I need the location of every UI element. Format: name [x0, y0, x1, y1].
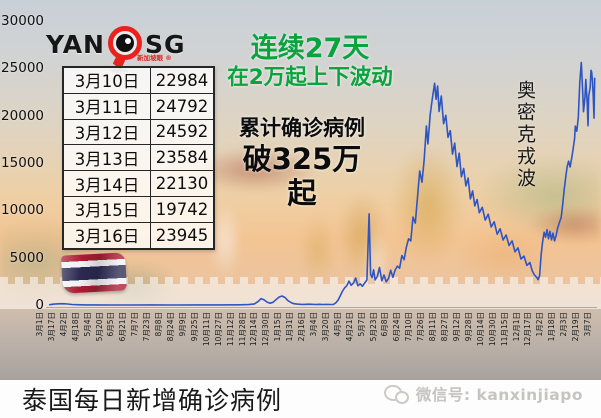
table-date-cell: 3月16日	[64, 222, 151, 248]
x-tick-label: 4月21日	[344, 312, 354, 342]
footer-bar: 泰国每日新增确诊病例 微信号: kanxinjiapo	[0, 380, 601, 418]
x-tick-label: 6月21日	[118, 312, 128, 342]
table-row: 3月14日 22130	[64, 170, 213, 196]
x-tick-label: 8月8日	[154, 312, 164, 337]
table-row: 3月12日 24592	[64, 118, 213, 145]
y-tick-label: 5000	[9, 249, 44, 266]
x-tick-label: 12月17日	[523, 312, 533, 347]
x-tick-label: 9月28日	[463, 312, 473, 342]
x-tick-label: 3月17日	[46, 312, 56, 342]
table-date-cell: 3月15日	[64, 196, 151, 222]
x-tick-label: 11月28日	[237, 312, 247, 347]
x-tick-label: 1月15日	[273, 312, 283, 342]
table-row: 3月13日 23584	[64, 144, 213, 171]
y-tick-label: 30000	[1, 13, 44, 29]
x-tick-label: 2月16日	[297, 312, 307, 342]
green-headline: 连续27天 在2万起上下波动	[212, 33, 408, 91]
x-tick-label: 8月11日	[428, 312, 438, 342]
headline-cumulative-value: 破325万起	[242, 142, 362, 210]
black-headline: 累计确诊病例 破325万起	[230, 114, 374, 210]
x-axis-line	[46, 307, 597, 308]
x-tick-label: 10月27日	[213, 312, 223, 347]
x-tick-label: 3月20日	[320, 312, 330, 342]
x-tick-label: 5月20日	[94, 312, 104, 342]
yan-sg-logo: YAN SG 新加坡眼 ®	[46, 24, 186, 73]
x-tick-label: 7月26日	[416, 312, 426, 342]
headline-streak: 连续27天	[250, 33, 370, 64]
table-value-cell: 22130	[155, 174, 209, 194]
eye-magnifier-icon	[106, 25, 144, 73]
table-date-cell: 3月14日	[64, 171, 151, 196]
x-tick-label: 12月1日	[511, 312, 521, 342]
table-row: 3月15日 19742	[64, 195, 213, 222]
table-value-cell: 23945	[155, 225, 209, 245]
x-tick-label: 9月12日	[451, 312, 461, 342]
y-tick-label: 0	[35, 297, 44, 313]
y-tick-label: 25000	[1, 60, 44, 77]
thailand-flag	[61, 252, 127, 294]
wechat-icon	[383, 384, 410, 404]
x-tick-label: 3月7日	[582, 312, 592, 337]
table-date-cell: 3月12日	[64, 119, 151, 145]
x-tick-label: 11月12日	[225, 312, 235, 347]
x-tick-label: 6月24日	[392, 312, 402, 342]
table-value-cell: 24592	[155, 122, 209, 142]
table-date-cell: 3月10日	[64, 68, 151, 93]
x-tick-label: 12月30日	[261, 312, 271, 347]
x-tick-label: 4月18日	[70, 312, 80, 342]
background-ground	[0, 309, 601, 380]
y-tick-label: 10000	[1, 202, 44, 219]
x-tick-label: 11月15日	[499, 312, 509, 347]
x-tick-label: 5月4日	[82, 312, 92, 337]
x-tick-label: 4月2日	[58, 312, 68, 337]
x-tick-label: 2月19日	[571, 312, 581, 342]
x-tick-label: 5月23日	[368, 312, 378, 342]
y-tick-label: 15000	[1, 155, 44, 171]
headline-fluctuation: 在2万起上下波动	[227, 65, 393, 90]
x-tick-label: 10月11日	[201, 312, 211, 347]
x-tick-label: 7月10日	[404, 312, 414, 342]
x-tick-label: 8月24日	[166, 312, 176, 342]
omicron-wave-label: 奥密克戎波	[514, 80, 536, 190]
x-tick-label: 10月30日	[487, 312, 497, 347]
x-tick-label: 1月18日	[547, 312, 557, 342]
table-value-cell: 22984	[155, 70, 209, 90]
daily-cases-table: 3月10日 22984 3月11日 24792 3月12日 24592 3月13日 23584…	[62, 66, 215, 250]
table-value-cell: 19742	[155, 199, 209, 219]
x-tick-label: 3月1日	[35, 312, 44, 337]
x-tick-label: 2月3日	[559, 312, 569, 337]
x-tick-label: 9月25日	[189, 312, 199, 342]
y-tick-label: 20000	[1, 107, 44, 124]
table-row: 3月11日 24792	[64, 92, 213, 119]
x-tick-label: 12月14日	[249, 312, 259, 347]
x-tick-label: 10月14日	[475, 312, 485, 347]
x-tick-label: 6月5日	[106, 312, 116, 337]
logo-text-sg: SG	[144, 29, 186, 59]
x-tick-label: 7月23日	[142, 312, 152, 342]
logo-registered-subtext: 新加坡眼 ®	[137, 54, 172, 62]
headline-cumulative-label: 累计确诊病例	[239, 116, 365, 140]
table-row: 3月10日 22984	[64, 68, 213, 93]
watermark: 微信号: kanxinjiapo	[383, 383, 583, 405]
x-tick-label: 1月2日	[535, 312, 545, 337]
x-tick-label: 3月4日	[308, 312, 318, 337]
x-tick-label: 1月31日	[285, 312, 295, 342]
x-tick-label: 4月5日	[332, 312, 342, 337]
table-value-cell: 24792	[155, 96, 209, 116]
table-date-cell: 3月13日	[64, 145, 151, 171]
watermark-text: 微信号: kanxinjiapo	[415, 386, 583, 404]
table-row: 3月16日 23945	[64, 221, 213, 248]
x-tick-label: 5月7日	[356, 312, 366, 337]
x-tick-label: 6月8日	[380, 312, 390, 337]
table-date-cell: 3月11日	[64, 93, 151, 119]
table-value-cell: 23584	[155, 148, 209, 168]
logo-text-yan: YAN	[46, 29, 105, 59]
x-tick-label: 7月7日	[130, 312, 140, 337]
x-tick-label: 9月9日	[177, 312, 187, 337]
x-tick-label: 8月27日	[440, 312, 450, 342]
chart-title: 泰国每日新增确诊病例	[22, 386, 283, 415]
